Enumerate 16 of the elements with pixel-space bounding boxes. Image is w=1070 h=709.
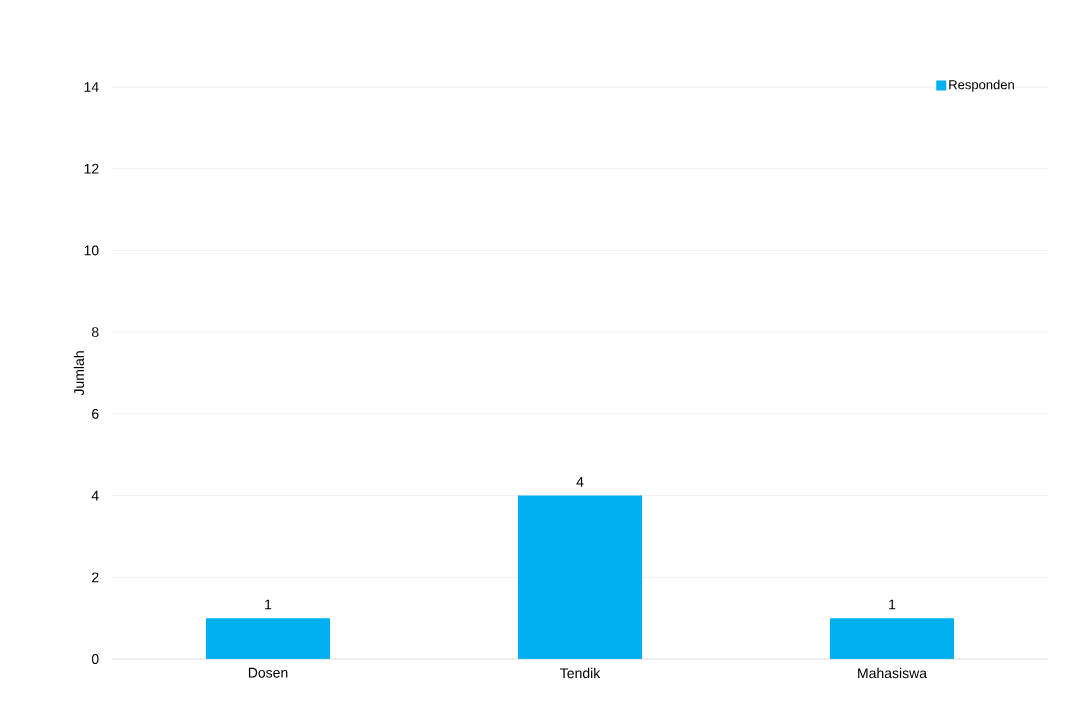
- y-axis-title: Jumlah: [73, 351, 85, 396]
- y-tick-label: 8: [91, 327, 99, 338]
- x-tick-label: Tendik: [560, 667, 601, 679]
- data-label: 4: [576, 477, 584, 487]
- y-tick-label: 14: [84, 82, 99, 92]
- legend-label: Responden: [949, 79, 1014, 92]
- y-tick-label: 10: [84, 245, 99, 256]
- y-tick-label: 12: [84, 163, 99, 174]
- data-label: 1: [265, 599, 272, 610]
- y-tick-label: 2: [92, 572, 99, 583]
- y-tick-label: 0: [91, 654, 99, 664]
- data-label: 1: [889, 599, 896, 610]
- y-tick-label: 6: [92, 408, 99, 419]
- x-tick-label: Mahasiswa: [858, 667, 928, 679]
- y-tick-label: 4: [91, 490, 99, 501]
- x-tick-label: Dosen: [248, 667, 288, 678]
